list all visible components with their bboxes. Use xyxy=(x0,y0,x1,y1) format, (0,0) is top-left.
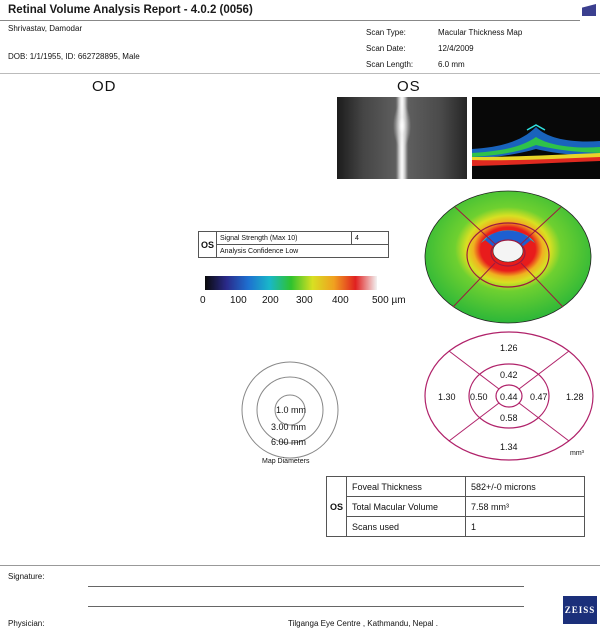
scan-date-value: 12/4/2009 xyxy=(438,44,474,53)
scan-length-value: 6.0 mm xyxy=(438,60,465,69)
thickness-color-map xyxy=(424,190,592,324)
signal-strength-label: Signal Strength (Max 10) xyxy=(216,231,353,245)
signature-label: Signature: xyxy=(8,572,45,581)
report-title: Retinal Volume Analysis Report - 4.0.2 (… xyxy=(8,4,253,16)
os-label: OS xyxy=(397,78,421,95)
color-bar-tick: 200 xyxy=(262,295,279,306)
outer-inferior-volume: 1.34 xyxy=(500,442,518,452)
scan-type-label: Scan Type: xyxy=(366,28,406,37)
color-bar-tick: 300 xyxy=(296,295,313,306)
scan-date-label: Scan Date: xyxy=(366,44,406,53)
color-bar-tick: 0 xyxy=(200,295,206,306)
patient-name: Shrivastav, Damodar xyxy=(8,24,83,33)
inner-inferior-volume: 0.58 xyxy=(500,413,518,423)
diameter-outer: 6.00 mm xyxy=(271,437,307,447)
signal-eye: OS xyxy=(197,231,218,258)
color-bar-tick: 500 µm xyxy=(372,295,406,306)
inner-temporal-volume: 0.47 xyxy=(530,392,548,402)
signal-strength-table: OS Signal Strength (Max 10) 4 Analysis C… xyxy=(197,231,390,258)
center-volume: 0.44 xyxy=(500,392,518,402)
zeiss-corner-logo xyxy=(582,4,596,16)
physician-label: Physician: xyxy=(8,619,45,628)
oct-scan-image xyxy=(472,97,600,179)
outer-left-volume: 1.30 xyxy=(438,392,456,402)
scans-used-value: 1 xyxy=(465,516,586,537)
od-label: OD xyxy=(92,78,117,95)
foveal-thickness-label: Foveal Thickness xyxy=(346,476,467,497)
measurements-eye: OS xyxy=(325,476,348,537)
outer-superior-volume: 1.26 xyxy=(500,343,518,353)
foveal-thickness-value: 582+/-0 microns xyxy=(465,476,586,497)
thickness-color-bar xyxy=(205,276,377,290)
signature-line-2 xyxy=(88,606,524,607)
patient-info: DOB: 1/1/1955, ID: 662728895, Male xyxy=(8,52,140,61)
color-bar-tick: 100 xyxy=(230,295,247,306)
volume-unit: mm³ xyxy=(570,450,584,457)
inner-nasal-volume: 0.50 xyxy=(470,392,488,402)
header-divider xyxy=(0,20,580,21)
color-bar-tick: 400 xyxy=(332,295,349,306)
scan-type-value: Macular Thickness Map xyxy=(438,28,523,37)
map-diameters-caption: Map Diameters xyxy=(262,458,310,465)
color-bar-ticks: 0 100 200 300 400 500 µm xyxy=(200,295,430,309)
measurements-table: OS Foveal Thickness 582+/-0 microns Tota… xyxy=(325,476,586,537)
map-diameters-diagram xyxy=(241,361,339,459)
outer-right-volume: 1.28 xyxy=(566,392,584,402)
header-bottom-divider xyxy=(0,73,600,74)
macular-volume-label: Total Macular Volume xyxy=(346,496,467,517)
volume-grid-diagram xyxy=(424,331,594,461)
signature-line-1 xyxy=(88,586,524,587)
zeiss-logo: ZEISS xyxy=(563,596,597,624)
analysis-confidence: Analysis Confidence Low xyxy=(216,244,390,258)
macular-volume-value: 7.58 mm³ xyxy=(465,496,586,517)
scans-used-label: Scans used xyxy=(346,516,467,537)
fundus-image xyxy=(337,97,467,179)
signal-strength-value: 4 xyxy=(351,231,390,245)
footer-divider xyxy=(0,565,600,566)
clinic-name: Tilganga Eye Centre , Kathmandu, Nepal . xyxy=(288,619,439,628)
scan-length-label: Scan Length: xyxy=(366,60,414,69)
inner-superior-volume: 0.42 xyxy=(500,370,518,380)
diameter-inner: 1.0 mm xyxy=(276,405,307,415)
diameter-middle: 3.00 mm xyxy=(271,422,307,432)
